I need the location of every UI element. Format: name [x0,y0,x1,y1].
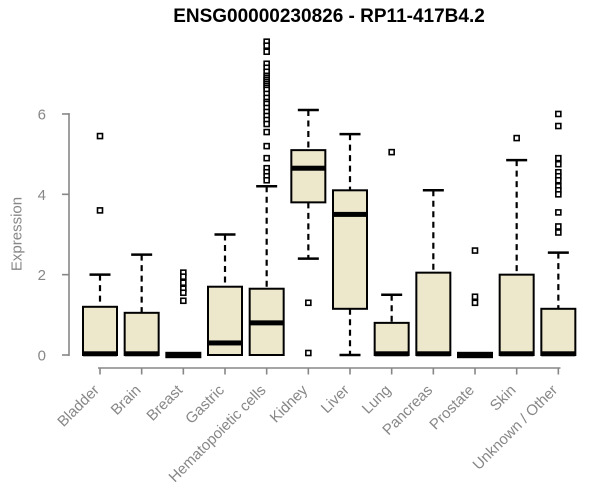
median-line [83,351,117,357]
flat-box-breast [165,351,202,359]
outlier-point [263,176,270,184]
box-kidney [290,149,327,204]
y-tick-label: 0 [38,348,46,365]
box-skin [498,273,535,356]
outlier-point [305,349,312,357]
x-tick-label: Kidney [267,381,312,426]
outlier-point [513,134,520,142]
median-line [291,165,326,171]
median-line [208,340,243,346]
outlier-point [555,191,562,198]
outlier-point [96,132,104,140]
x-tick-label: Brain [108,382,145,419]
x-tick-label: Lung [359,382,395,418]
outlier-point [388,148,395,156]
flat-box-prostate [457,351,494,359]
outlier-point [263,120,270,128]
y-tick-label: 6 [38,106,46,123]
outlier-point [263,48,270,56]
x-tick-label: Liver [318,382,353,417]
y-tick-label: 4 [38,187,46,204]
median-line [124,351,159,357]
box-lung [373,321,410,357]
outlier-point [555,160,562,168]
outlier-point [263,142,270,150]
median-line [541,351,576,357]
median-line [416,351,451,357]
outlier-point [305,299,312,307]
box-unknown-other [540,307,577,357]
outlier-point [471,299,479,307]
outlier-point [180,297,187,305]
outlier-point [555,110,562,118]
median-line [333,211,368,217]
chart-title: ENSG00000230826 - RP11-417B4.2 [173,6,485,27]
outlier-point [263,154,270,162]
box-brain [123,311,160,357]
outlier-point [180,273,187,280]
outlier-point [555,176,562,184]
outlier-point [471,293,479,301]
outlier-point [555,209,562,216]
median-line [249,320,284,326]
outlier-point [555,229,562,236]
outlier-point [180,289,187,297]
outlier-point [96,207,104,214]
x-tick-label: Skin [487,382,520,415]
median-line [499,351,534,357]
y-tick-label: 2 [38,267,46,284]
box-bladder [82,305,118,356]
box-liver [332,189,369,310]
outlier-point [555,122,562,130]
outlier-point [263,128,270,136]
x-tick-label: Bladder [54,382,103,431]
x-tick-label: Breast [143,381,186,424]
outlier-point [471,247,479,254]
outlier-point [555,154,562,162]
outlier-point [555,223,562,230]
box-pancreas [415,271,452,356]
outlier-point [180,279,187,286]
x-tick-label: Prostate [426,382,478,434]
median-line [374,351,409,357]
outlier-point [263,42,270,49]
